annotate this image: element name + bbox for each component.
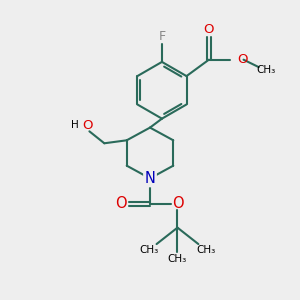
Text: CH₃: CH₃ [196,245,215,255]
Text: F: F [158,30,166,43]
Text: N: N [145,171,155,186]
Text: H: H [71,120,79,130]
Text: O: O [172,196,183,211]
Text: O: O [115,196,127,211]
Text: O: O [237,53,247,66]
Text: CH₃: CH₃ [140,245,159,255]
Text: CH₃: CH₃ [168,254,187,264]
Text: O: O [83,119,93,132]
Text: O: O [204,23,214,36]
Text: CH₃: CH₃ [256,65,276,75]
